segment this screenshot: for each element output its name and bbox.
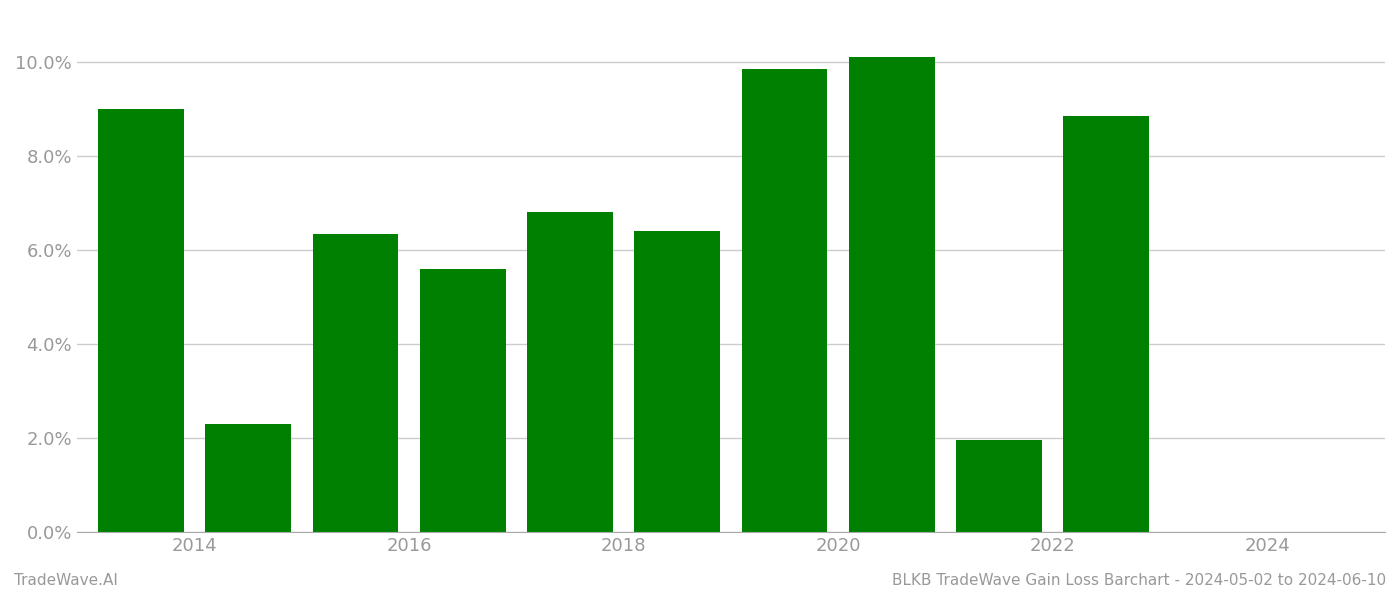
Text: TradeWave.AI: TradeWave.AI bbox=[14, 573, 118, 588]
Bar bbox=[742, 69, 827, 532]
Text: BLKB TradeWave Gain Loss Barchart - 2024-05-02 to 2024-06-10: BLKB TradeWave Gain Loss Barchart - 2024… bbox=[892, 573, 1386, 588]
Bar bbox=[956, 440, 1042, 532]
Bar bbox=[98, 109, 183, 532]
Bar bbox=[848, 58, 935, 532]
Bar bbox=[420, 269, 505, 532]
Bar bbox=[526, 212, 613, 532]
Bar bbox=[206, 424, 291, 532]
Bar bbox=[312, 233, 399, 532]
Bar bbox=[1063, 116, 1149, 532]
Bar bbox=[634, 231, 720, 532]
